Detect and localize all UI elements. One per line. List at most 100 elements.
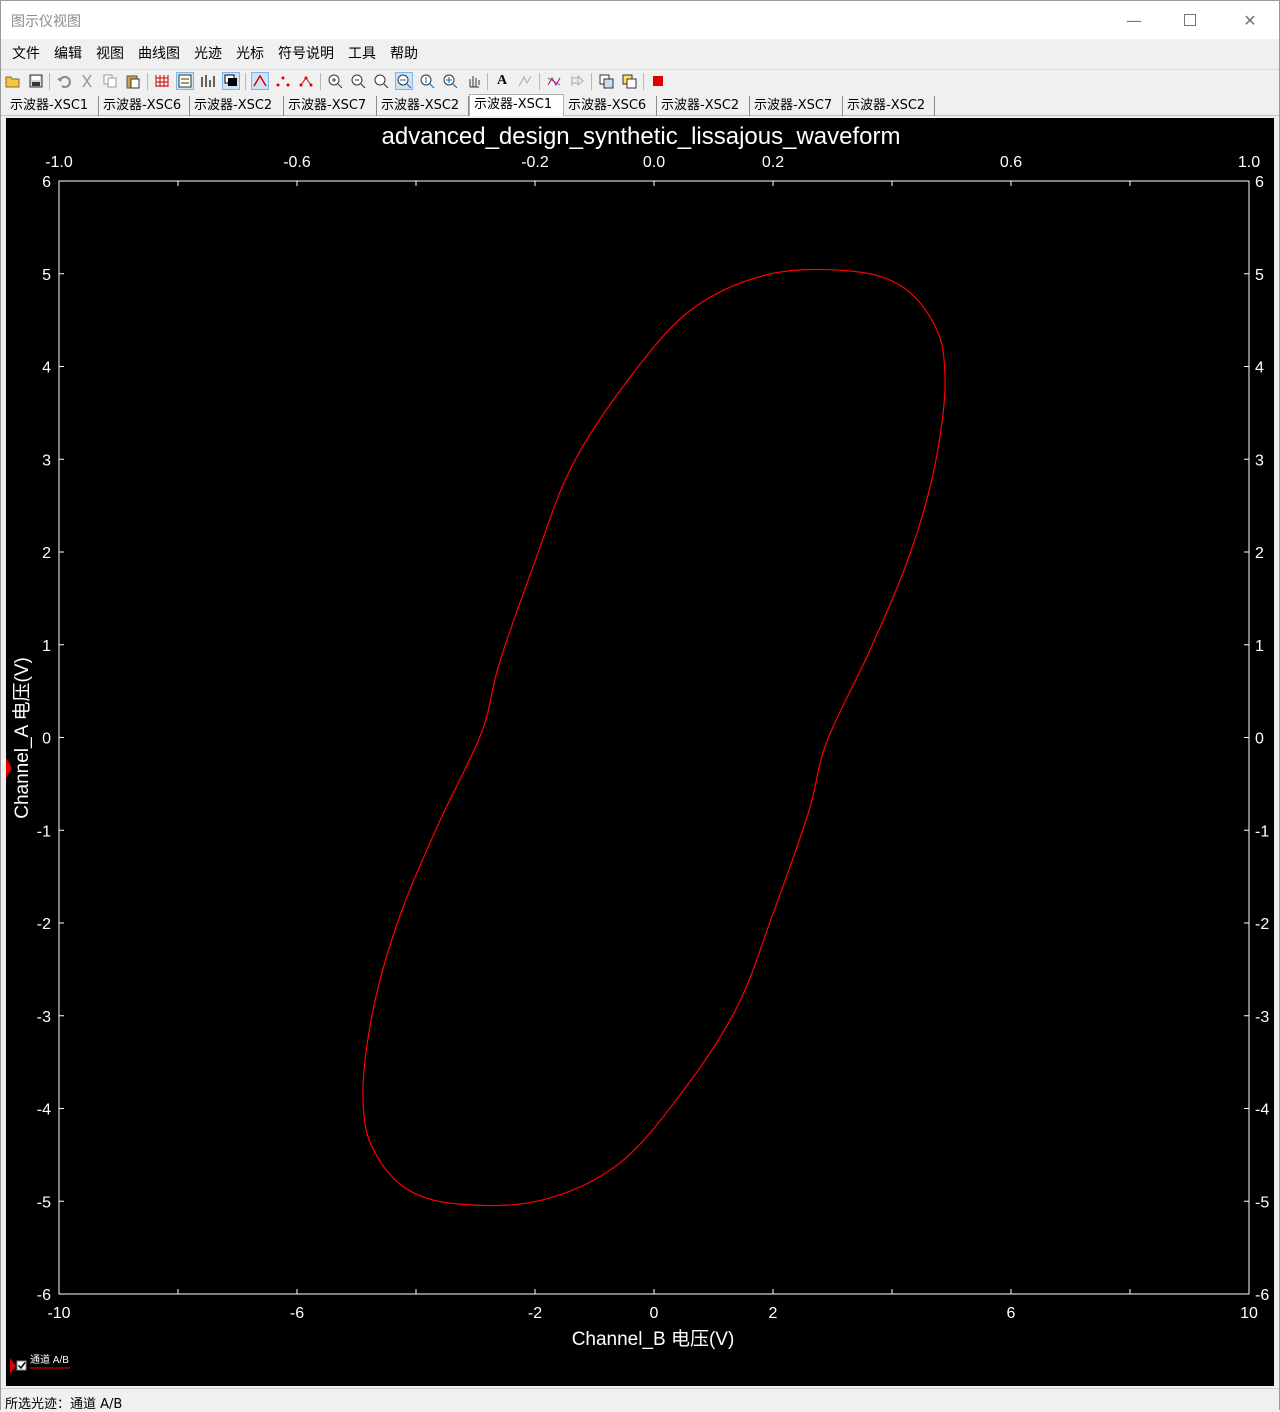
tab-xsc1-selected[interactable]: 示波器-XSC1	[469, 94, 564, 116]
properties-button[interactable]	[516, 72, 534, 90]
stop-button[interactable]	[649, 72, 667, 90]
right-y-tick-label: 0	[1255, 731, 1264, 748]
right-y-tick-label: -5	[1255, 1194, 1269, 1211]
menu-cursor[interactable]: 光标	[236, 46, 264, 62]
dot-trace-icon	[276, 76, 290, 87]
open-icon	[5, 76, 20, 88]
line-trace-button[interactable]	[251, 72, 269, 90]
tab-xsc6-b[interactable]: 示波器-XSC6	[564, 96, 657, 116]
overlay-button[interactable]	[222, 72, 240, 90]
cut-button[interactable]	[78, 72, 96, 90]
grid-button[interactable]	[153, 72, 171, 90]
y-tick-label: -1	[37, 823, 51, 840]
bar-icon	[201, 75, 215, 87]
tab-xsc2-d[interactable]: 示波器-XSC2	[843, 96, 935, 116]
tab-bar: 示波器-XSC1 示波器-XSC6 示波器-XSC2 示波器-XSC7 示波器-…	[1, 94, 1279, 116]
y-tick-label: -6	[37, 1287, 51, 1304]
bar-button[interactable]	[199, 72, 217, 90]
overlay-icon	[224, 74, 237, 86]
pan-icon	[469, 76, 480, 88]
line-dot-trace-button[interactable]	[297, 72, 315, 90]
dot-trace-button[interactable]	[274, 72, 292, 90]
top-x-tick-label: 0.0	[643, 154, 665, 171]
paste-button[interactable]	[124, 72, 142, 90]
top-x-tick-label: -0.6	[283, 154, 311, 171]
right-y-tick-label: 3	[1255, 452, 1264, 469]
zoom-out-icon	[351, 74, 366, 89]
right-y-tick-label: -4	[1255, 1102, 1269, 1119]
tab-xsc2-b[interactable]: 示波器-XSC2	[377, 96, 469, 116]
zoom-x-button[interactable]	[395, 72, 413, 90]
minimize-button[interactable]: —	[1111, 1, 1157, 39]
zoom-xy-button[interactable]	[441, 72, 459, 90]
menu-trace[interactable]: 光迹	[194, 46, 222, 62]
zoom-in-icon	[328, 74, 343, 89]
y-tick-label: -4	[37, 1102, 51, 1119]
copy-button[interactable]	[101, 72, 119, 90]
export-button[interactable]	[568, 72, 586, 90]
copy-graph-icon	[599, 74, 614, 89]
stop-icon	[653, 76, 663, 86]
top-x-tick-label: -1.0	[45, 154, 73, 171]
legend-checkbox[interactable]	[16, 1360, 27, 1371]
menu-bar: 文件 编辑 视图 曲线图 光迹 光标 符号说明 工具 帮助	[1, 41, 1279, 67]
tab-xsc7-b[interactable]: 示波器-XSC7	[750, 96, 843, 116]
zoom-y-button[interactable]	[418, 72, 436, 90]
y-tick-label: 2	[42, 545, 51, 562]
menu-tools[interactable]: 工具	[348, 46, 376, 62]
tab-xsc2-c[interactable]: 示波器-XSC2	[657, 96, 750, 116]
save-button[interactable]	[27, 72, 45, 90]
tab-xsc1[interactable]: 示波器-XSC1	[6, 96, 99, 116]
maximize-button[interactable]	[1167, 1, 1213, 39]
top-x-tick-label: -0.2	[521, 154, 549, 171]
right-y-tick-label: -3	[1255, 1009, 1269, 1026]
open-button[interactable]	[4, 72, 22, 90]
checkbox-check-icon	[17, 1362, 26, 1370]
zoom-out-button[interactable]	[349, 72, 367, 90]
close-icon: ✕	[1243, 10, 1257, 30]
copy-icon	[103, 74, 117, 88]
tab-xsc2[interactable]: 示波器-XSC2	[190, 96, 284, 116]
y-axis-label: Channel_A 电压(V)	[11, 657, 33, 819]
menu-help[interactable]: 帮助	[390, 46, 418, 62]
right-y-tick-label: 6	[1255, 174, 1264, 191]
chart-title: advanced_design_synthetic_lissajous_wave…	[382, 123, 901, 150]
plot-frame	[58, 180, 1250, 1295]
right-y-tick-label: -1	[1255, 823, 1269, 840]
status-text: 所选光迹：通道 A/B	[5, 1397, 123, 1412]
lissajous-chart[interactable]: advanced_design_synthetic_lissajous_wave…	[6, 118, 1274, 1386]
legend-button[interactable]	[176, 72, 194, 90]
zoom-in-button[interactable]	[326, 72, 344, 90]
undo-button[interactable]	[55, 72, 73, 90]
undo-icon	[57, 75, 71, 88]
pan-button[interactable]	[464, 72, 482, 90]
x-tick-label: -10	[47, 1305, 70, 1322]
legend-icon	[178, 74, 192, 88]
copy-graph-button[interactable]	[597, 72, 615, 90]
cursor-button[interactable]	[545, 72, 563, 90]
y-tick-label: -2	[37, 916, 51, 933]
zoom-fit-button[interactable]	[372, 72, 390, 90]
plot-area[interactable]: advanced_design_synthetic_lissajous_wave…	[6, 118, 1274, 1386]
trace-marker-icon	[6, 758, 12, 778]
trace-channel-ab[interactable]	[362, 268, 946, 1207]
x-tick-label: 0	[650, 1305, 659, 1322]
menu-edit[interactable]: 编辑	[54, 46, 82, 62]
menu-view[interactable]: 视图	[96, 46, 124, 62]
paste-graph-button[interactable]	[620, 72, 638, 90]
top-x-tick-label: 0.6	[1000, 154, 1022, 171]
zoom-xy-icon	[443, 74, 458, 89]
paste-graph-icon	[622, 74, 637, 89]
tab-xsc6[interactable]: 示波器-XSC6	[99, 96, 190, 116]
tab-xsc7[interactable]: 示波器-XSC7	[284, 96, 377, 116]
minimize-icon: —	[1126, 10, 1142, 30]
menu-file[interactable]: 文件	[12, 46, 40, 62]
close-button[interactable]: ✕	[1227, 1, 1273, 39]
axis-ticks: -10 -6 -2 0 2 6 10-1.0 -0.6 -0.2 0.0 0.2 0.6 1.06 65 5…	[37, 154, 1270, 1322]
zoom-fit-icon	[374, 74, 389, 89]
menu-legend[interactable]: 符号说明	[278, 46, 334, 62]
right-y-tick-label: -6	[1255, 1287, 1269, 1304]
menu-graph[interactable]: 曲线图	[138, 46, 180, 62]
text-button[interactable]: A	[493, 72, 511, 90]
